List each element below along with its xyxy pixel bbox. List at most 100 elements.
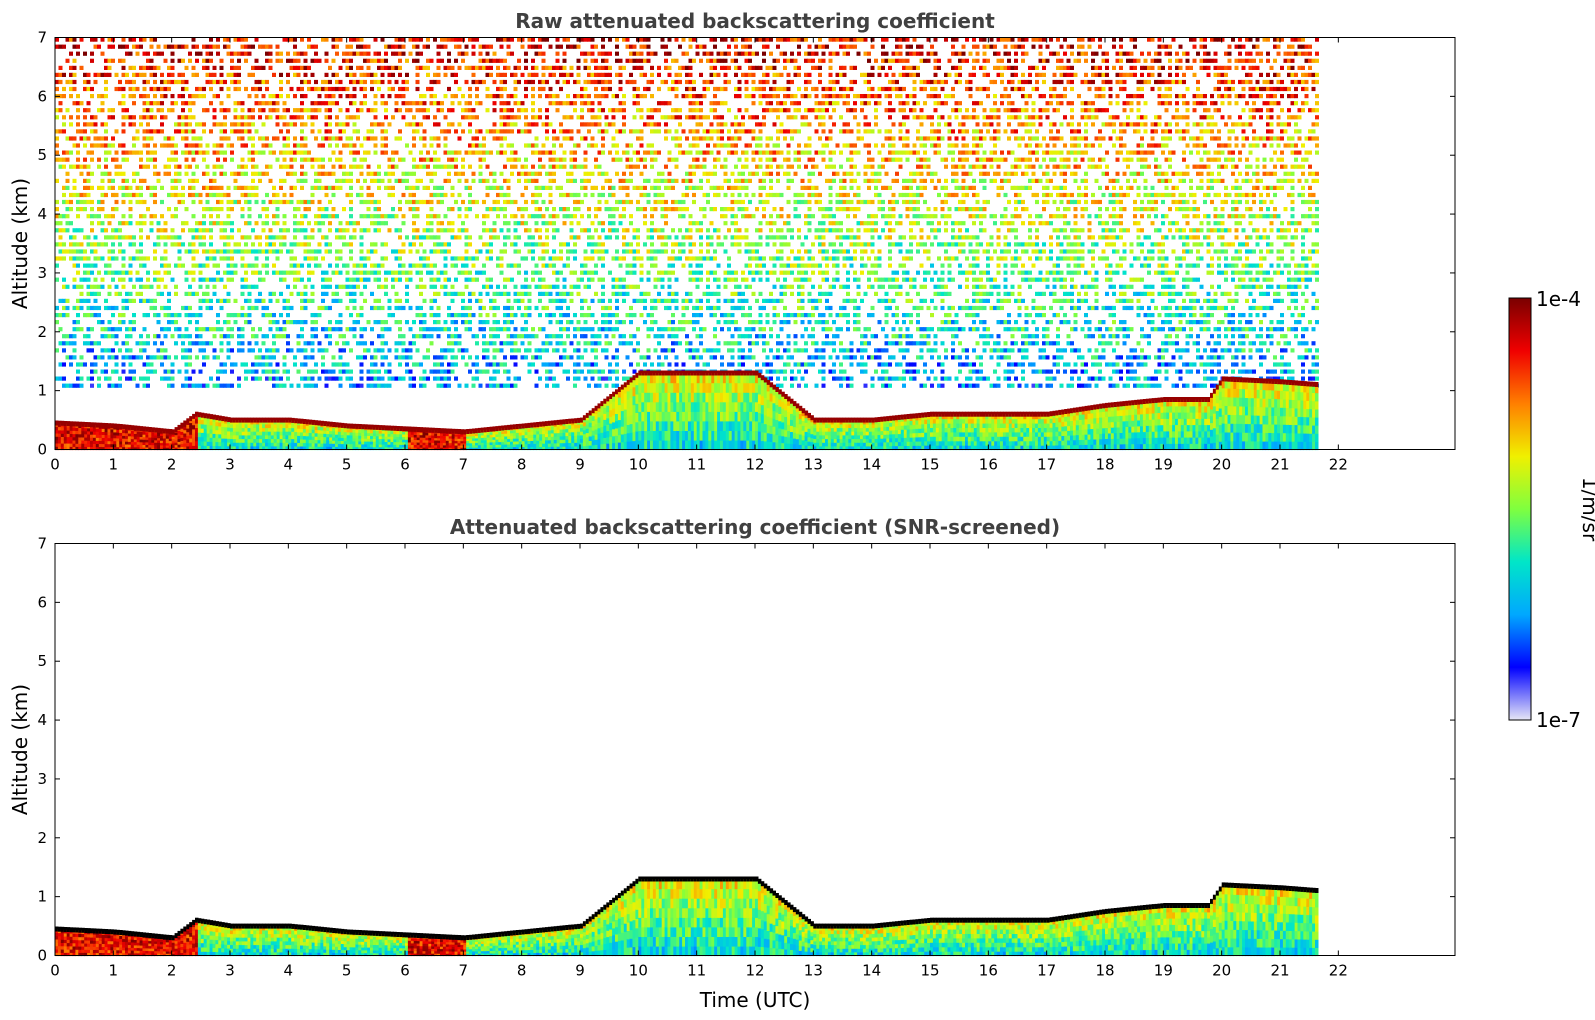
noise-cell: [464, 313, 469, 318]
noise-cell: [65, 79, 70, 85]
noise-cell: [489, 249, 493, 254]
noise-cell: [422, 263, 427, 268]
noise-cell: [615, 72, 619, 77]
noise-cell: [345, 263, 350, 268]
noise-cell: [510, 334, 514, 339]
noise-cell: [622, 298, 626, 303]
noise-cell: [345, 143, 350, 148]
noise-cell: [401, 178, 406, 183]
noise-cell: [618, 157, 623, 162]
noise-cell: [653, 185, 658, 190]
noise-cell: [475, 369, 479, 374]
noise-cell: [552, 376, 556, 381]
noise-cell: [520, 192, 525, 198]
noise-cell: [541, 263, 546, 268]
noise-cell: [450, 164, 455, 169]
noise-cell: [300, 291, 304, 296]
noise-cell: [573, 348, 577, 353]
noise-cell: [618, 79, 623, 85]
noise-cell: [415, 185, 420, 190]
noise-cell: [58, 235, 63, 240]
noise-cell: [377, 305, 381, 311]
noise-cell: [538, 115, 542, 120]
noise-cell: [629, 178, 633, 183]
noise-cell: [300, 178, 304, 183]
noise-cell: [587, 129, 591, 134]
noise-cell: [478, 164, 483, 169]
noise-cell: [391, 171, 395, 176]
noise-cell: [594, 383, 598, 388]
noise-cell: [650, 320, 654, 325]
noise-cell: [356, 221, 360, 226]
noise-cell: [121, 256, 126, 261]
noise-cell: [590, 341, 595, 346]
noise-cell: [97, 108, 101, 113]
noise-cell: [471, 277, 476, 282]
noise-cell: [510, 122, 514, 127]
noise-cell: [328, 376, 332, 381]
noise-cell: [317, 178, 322, 183]
noise-cell: [489, 341, 493, 346]
noise-cell: [142, 263, 147, 268]
noise-cell: [90, 270, 94, 275]
noise-cell: [356, 79, 360, 85]
noise-cell: [321, 221, 325, 226]
noise-cell: [534, 348, 539, 353]
noise-cell: [587, 235, 591, 240]
noise-cell: [412, 235, 416, 240]
noise-cell: [345, 108, 350, 113]
noise-cell: [261, 108, 266, 113]
noise-cell: [125, 185, 129, 190]
noise-cell: [573, 199, 577, 205]
noise-cell: [324, 79, 329, 85]
noise-cell: [478, 305, 483, 311]
noise-cell: [118, 327, 122, 332]
noise-cell: [160, 122, 164, 127]
noise-cell: [538, 355, 542, 360]
noise-cell: [104, 79, 108, 85]
noise-cell: [636, 362, 640, 367]
noise-cell: [156, 51, 161, 56]
noise-cell: [433, 376, 437, 381]
noise-cell: [681, 51, 686, 56]
noise-cell: [688, 277, 693, 282]
noise-cell: [300, 129, 304, 134]
noise-cell: [426, 263, 430, 268]
noise-cell: [492, 376, 497, 381]
noise-cell: [163, 369, 168, 374]
noise-cell: [443, 65, 448, 70]
noise-cell: [422, 298, 427, 303]
noise-cell: [58, 228, 63, 233]
noise-cell: [324, 94, 329, 99]
noise-cell: [132, 313, 136, 318]
noise-cell: [643, 362, 647, 367]
noise-cell: [177, 249, 182, 254]
noise-cell: [289, 256, 294, 261]
noise-cell: [391, 284, 395, 289]
noise-cell: [167, 136, 171, 141]
noise-cell: [265, 348, 269, 353]
noise-cell: [338, 284, 343, 289]
noise-cell: [496, 348, 500, 353]
noise-cell: [153, 37, 157, 42]
noise-cell: [86, 185, 91, 190]
noise-cell: [303, 228, 308, 233]
noise-cell: [296, 221, 301, 226]
noise-cell: [667, 305, 672, 311]
noise-cell: [286, 348, 290, 353]
noise-cell: [216, 150, 220, 155]
noise-cell: [286, 334, 290, 339]
noise-cell: [254, 86, 259, 92]
noise-cell: [258, 178, 262, 183]
noise-cell: [622, 37, 626, 42]
noise-cell: [587, 228, 591, 233]
noise-cell: [268, 313, 273, 318]
noise-cell: [90, 313, 94, 318]
noise-cell: [534, 171, 539, 176]
noise-cell: [303, 150, 308, 155]
noise-cell: [601, 143, 605, 148]
noise-cell: [135, 129, 140, 134]
noise-cell: [566, 327, 570, 332]
noise-cell: [345, 270, 350, 275]
noise-cell: [380, 143, 385, 148]
